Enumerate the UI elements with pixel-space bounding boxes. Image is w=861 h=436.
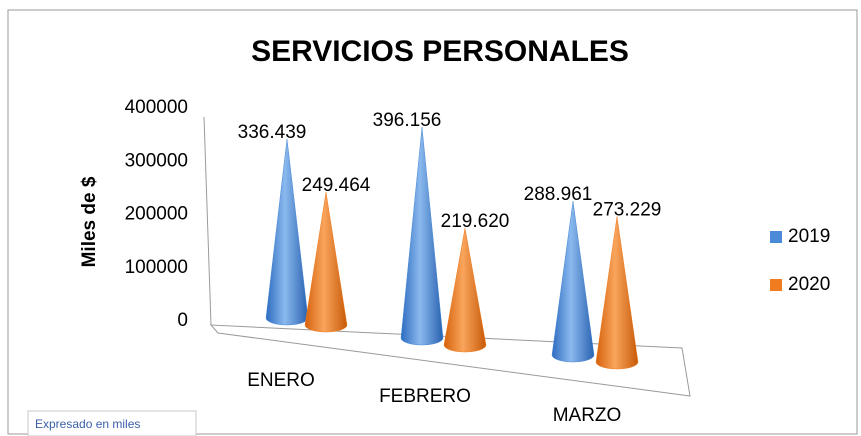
note: Expresado en miles xyxy=(35,417,140,431)
y-tick-label: 300000 xyxy=(125,150,188,171)
data-label: 288.961 xyxy=(524,184,593,205)
x-tick-label: FEBRERO xyxy=(379,386,471,407)
data-label: 219.620 xyxy=(441,211,510,232)
y-tick-label: 100000 xyxy=(125,257,188,278)
cone xyxy=(595,216,639,370)
cone xyxy=(443,228,487,353)
y-tick-label: 0 xyxy=(177,310,188,331)
x-tick-label: MARZO xyxy=(553,405,622,426)
x-tick-label: ENERO xyxy=(247,370,315,391)
data-label: 396.156 xyxy=(373,110,442,131)
data-label: 336.439 xyxy=(238,122,307,143)
y-axis-label: Miles de $ xyxy=(79,176,100,267)
note-box xyxy=(27,410,197,436)
cone xyxy=(551,201,595,363)
data-label: 273.229 xyxy=(593,200,662,221)
cone xyxy=(265,138,309,326)
legend-swatch xyxy=(770,231,782,243)
chart-border xyxy=(7,9,858,435)
data-label: 249.464 xyxy=(302,175,371,196)
cone xyxy=(400,127,444,346)
legend-swatch xyxy=(770,279,782,291)
y-tick-label: 200000 xyxy=(125,204,188,225)
chart-title: SERVICIOS PERSONALES xyxy=(251,35,629,68)
legend-label: 2019 xyxy=(788,226,830,247)
legend-label: 2020 xyxy=(788,274,830,295)
back-wall xyxy=(203,116,212,326)
floor xyxy=(209,324,691,397)
cone xyxy=(304,192,348,333)
y-tick-label: 400000 xyxy=(125,97,188,118)
